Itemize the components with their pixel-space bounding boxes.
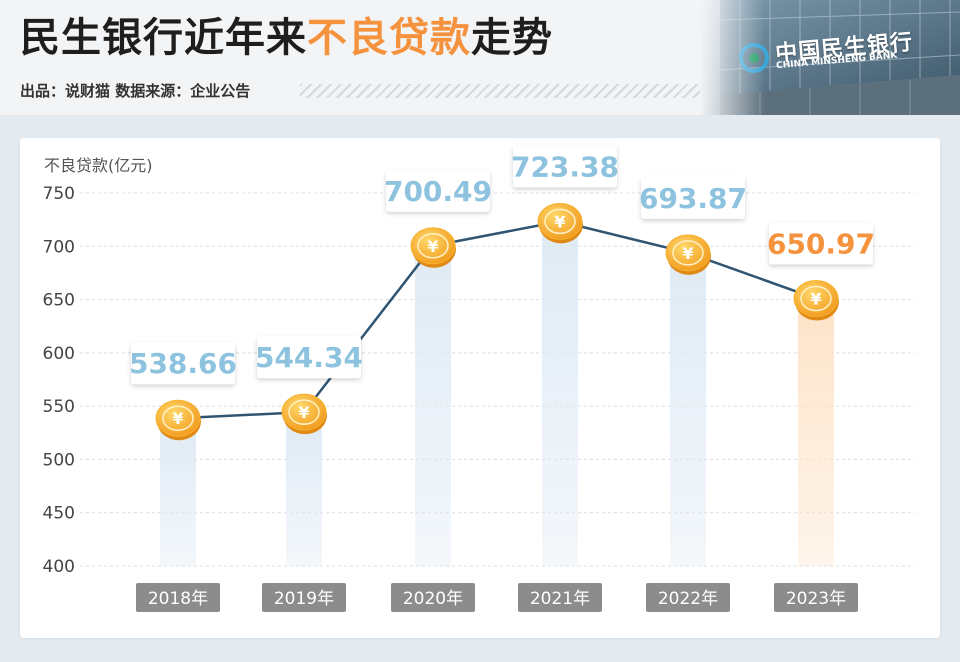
value-label-box bbox=[513, 145, 617, 188]
y-tick-label: 450 bbox=[43, 504, 75, 524]
value-label-box bbox=[641, 176, 745, 219]
data-label: 544.34 bbox=[255, 341, 363, 374]
year-badge bbox=[646, 583, 730, 612]
yuan-symbol: ¥ bbox=[172, 409, 183, 428]
data-label: 700.49 bbox=[384, 175, 492, 208]
coin-ring bbox=[672, 240, 704, 266]
title-part2: 走势 bbox=[471, 15, 553, 61]
x-tick-label: 2019年 bbox=[274, 589, 334, 609]
title-highlight: 不良贷款 bbox=[307, 15, 471, 61]
yuan-coin-icon: ¥ bbox=[665, 234, 711, 275]
page-title: 民生银行近年来不良贷款走势 bbox=[20, 12, 553, 64]
value-bar bbox=[286, 412, 322, 566]
value-bar bbox=[798, 298, 834, 566]
year-badge bbox=[518, 583, 602, 612]
coin-ring bbox=[288, 399, 320, 425]
yuan-symbol: ¥ bbox=[298, 403, 309, 422]
data-label: 650.97 bbox=[767, 228, 875, 261]
yuan-coin-icon: ¥ bbox=[281, 393, 327, 435]
value-bar bbox=[542, 221, 578, 566]
x-tick-label: 2018年 bbox=[148, 589, 208, 609]
value-label-box bbox=[257, 336, 361, 379]
yuan-coin-icon: ¥ bbox=[793, 280, 839, 321]
yuan-symbol: ¥ bbox=[554, 212, 565, 231]
subtitle: 出品：说财猫 数据来源：企业公告 bbox=[20, 82, 251, 100]
x-tick-label: 2021年 bbox=[530, 589, 590, 609]
header: 民生银行近年来不良贷款走势 出品：说财猫 数据来源：企业公告 bbox=[0, 0, 960, 115]
yuan-symbol: ¥ bbox=[427, 237, 438, 256]
value-label-box bbox=[386, 169, 490, 212]
y-tick-label: 400 bbox=[43, 557, 75, 577]
year-badge bbox=[136, 583, 220, 612]
x-tick-label: 2023年 bbox=[786, 589, 846, 609]
chart-card: 不良贷款(亿元) 750 700 650 600 550 500 450 400 ¥538.66 2… bbox=[20, 138, 940, 638]
year-badge bbox=[391, 583, 475, 612]
year-badge bbox=[774, 583, 858, 612]
yuan-symbol: ¥ bbox=[682, 244, 693, 263]
bank-building-photo: 中国民生银行 CHINA MINSHENG BANK bbox=[700, 0, 960, 115]
y-tick-label: 500 bbox=[43, 450, 75, 470]
yuan-symbol: ¥ bbox=[810, 290, 821, 309]
x-tick-label: 2020年 bbox=[403, 589, 463, 609]
nonperforming-loans-chart: 不良贷款(亿元) 750 700 650 600 550 500 450 400 ¥538.66 2… bbox=[43, 145, 915, 612]
yuan-coin-icon: ¥ bbox=[410, 227, 456, 268]
decorative-stripe bbox=[300, 84, 700, 98]
y-tick-label: 550 bbox=[43, 397, 75, 417]
value-bar bbox=[415, 245, 451, 566]
yuan-coin-icon: ¥ bbox=[155, 399, 201, 441]
y-axis-title: 不良贷款(亿元) bbox=[44, 156, 153, 175]
value-bar bbox=[670, 252, 706, 566]
y-tick-label: 650 bbox=[43, 291, 75, 311]
coin-ring bbox=[544, 208, 576, 235]
coin-ring bbox=[800, 285, 832, 312]
y-tick-label: 700 bbox=[43, 237, 75, 257]
series-line bbox=[177, 220, 817, 420]
value-bar bbox=[160, 418, 196, 566]
x-tick-label: 2022年 bbox=[658, 589, 718, 609]
value-label-box bbox=[131, 342, 235, 385]
year-badge bbox=[262, 583, 346, 612]
y-tick-label: 750 bbox=[43, 184, 75, 204]
data-label: 693.87 bbox=[639, 182, 747, 215]
data-label: 723.38 bbox=[511, 150, 619, 183]
title-part1: 民生银行近年来 bbox=[20, 15, 307, 61]
yuan-coin-icon: ¥ bbox=[537, 202, 583, 244]
value-label-box bbox=[769, 222, 873, 265]
y-tick-label: 600 bbox=[43, 344, 75, 364]
coin-ring bbox=[417, 233, 449, 259]
coin-ring bbox=[162, 405, 194, 431]
data-label: 538.66 bbox=[129, 347, 237, 380]
